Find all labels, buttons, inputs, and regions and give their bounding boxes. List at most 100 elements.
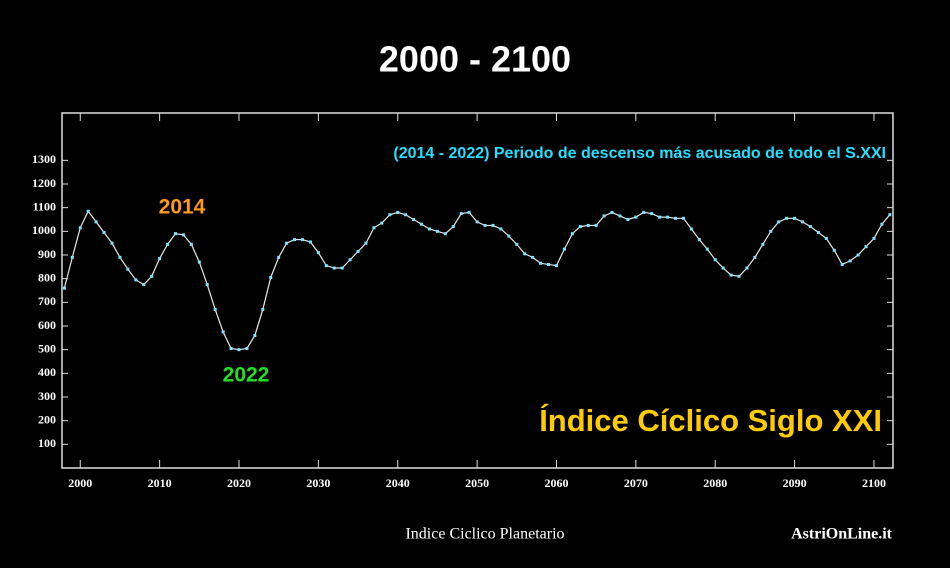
- data-point: [705, 247, 709, 251]
- data-point: [626, 218, 630, 221]
- data-point: [745, 266, 749, 270]
- data-point: [880, 222, 884, 226]
- data-point: [237, 348, 241, 352]
- y-tick-label: 400: [38, 365, 56, 379]
- data-point: [308, 240, 312, 244]
- data-point: [94, 220, 98, 224]
- data-point: [539, 261, 543, 265]
- data-point: [181, 233, 185, 237]
- data-point: [507, 234, 511, 238]
- y-tick-label: 700: [38, 294, 56, 308]
- data-point: [348, 258, 352, 262]
- data-point: [245, 346, 249, 350]
- data-point: [610, 210, 614, 214]
- data-point: [86, 209, 90, 213]
- data-point: [118, 255, 122, 259]
- data-point: [420, 222, 424, 226]
- data-point: [840, 262, 844, 266]
- data-point: [769, 229, 773, 233]
- data-point: [586, 223, 590, 227]
- data-point: [388, 213, 392, 217]
- data-point: [737, 274, 741, 278]
- data-point: [300, 238, 304, 242]
- data-point: [848, 259, 852, 263]
- data-point: [261, 307, 265, 311]
- x-tick-label: 2070: [624, 476, 648, 490]
- data-point: [166, 242, 170, 246]
- y-tick-label: 300: [38, 389, 56, 403]
- data-point: [443, 232, 447, 236]
- x-tick-label: 2100: [862, 476, 886, 490]
- data-point: [197, 260, 201, 264]
- data-point: [221, 330, 225, 334]
- data-point: [483, 223, 487, 227]
- data-point: [697, 238, 701, 242]
- data-point: [674, 216, 678, 220]
- data-point: [412, 218, 416, 221]
- x-tick-label: 2020: [227, 476, 251, 490]
- data-point: [856, 253, 860, 257]
- data-point: [681, 216, 685, 220]
- data-point: [110, 241, 114, 245]
- data-point: [650, 212, 654, 216]
- y-tick-label: 600: [38, 318, 56, 332]
- data-point: [618, 214, 622, 218]
- data-point: [404, 213, 408, 217]
- data-point: [340, 266, 344, 270]
- data-point: [816, 231, 820, 235]
- data-point: [316, 251, 320, 255]
- footer-right: AstriOnLine.it: [791, 526, 893, 543]
- x-tick-label: 2060: [544, 476, 568, 490]
- x-tick-label: 2050: [465, 476, 489, 490]
- data-point: [570, 232, 574, 236]
- index-name: Índice Cíclico Siglo XXI: [539, 403, 882, 438]
- data-point: [78, 226, 82, 230]
- data-point: [451, 225, 455, 229]
- y-tick-label: 200: [38, 412, 56, 426]
- x-tick-label: 2080: [703, 476, 727, 490]
- data-point: [499, 227, 503, 231]
- data-point: [554, 264, 558, 268]
- data-point: [832, 248, 836, 252]
- data-point: [642, 210, 646, 214]
- data-point: [578, 225, 582, 229]
- x-tick-label: 2090: [783, 476, 807, 490]
- x-tick-label: 2010: [148, 476, 172, 490]
- y-tick-label: 1100: [33, 199, 56, 213]
- data-point: [134, 278, 138, 282]
- x-tick-label: 2030: [306, 476, 330, 490]
- data-point: [777, 220, 781, 224]
- data-point: [594, 223, 598, 227]
- data-point: [801, 220, 805, 224]
- data-point: [173, 232, 177, 236]
- data-point: [689, 227, 693, 231]
- data-point: [102, 231, 106, 235]
- data-point: [547, 262, 551, 266]
- y-tick-label: 500: [38, 341, 56, 355]
- x-tick-label: 2000: [68, 476, 92, 490]
- data-point: [523, 252, 527, 256]
- data-point: [142, 283, 146, 287]
- data-point: [808, 225, 812, 229]
- data-point: [62, 286, 66, 290]
- y-tick-label: 1000: [32, 223, 56, 237]
- data-point: [713, 258, 717, 262]
- data-point: [70, 255, 74, 259]
- data-point: [666, 215, 670, 219]
- data-point: [285, 241, 289, 245]
- data-point: [293, 238, 297, 242]
- data-point: [205, 283, 209, 287]
- y-tick-label: 800: [38, 270, 56, 284]
- data-point: [459, 212, 463, 216]
- footer-left: Indice Ciclico Planetario: [405, 526, 564, 543]
- x-tick-label: 2040: [386, 476, 410, 490]
- data-point: [729, 273, 733, 277]
- data-point: [126, 267, 130, 271]
- data-point: [888, 213, 892, 217]
- data-point: [253, 333, 257, 337]
- y-tick-label: 1300: [32, 152, 56, 166]
- subtitle: (2014 - 2022) Periodo de descenso más ac…: [393, 145, 886, 162]
- trough-label: 2022: [223, 364, 270, 387]
- data-point: [364, 241, 368, 245]
- peak-label: 2014: [159, 196, 206, 219]
